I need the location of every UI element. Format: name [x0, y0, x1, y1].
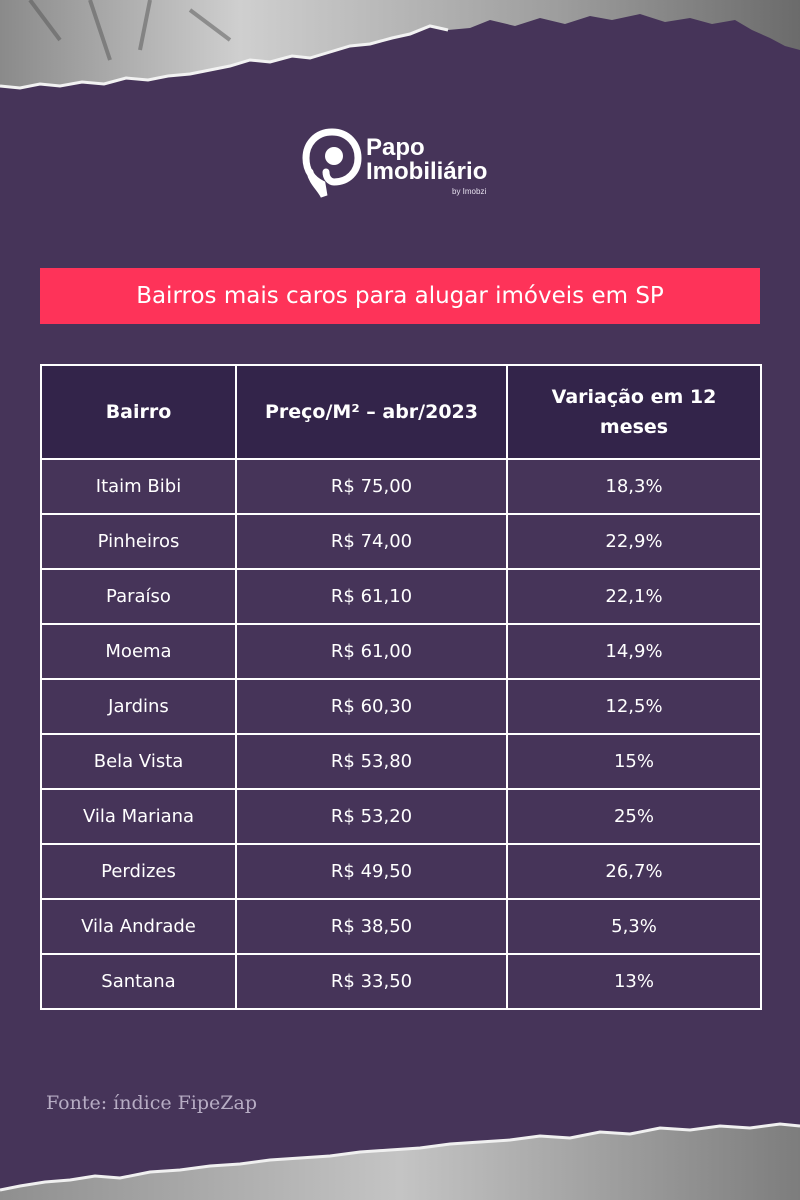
table-header-row: Bairro Preço/M² – abr/2023 Variação em 1… — [40, 364, 762, 460]
cell-preco: R$ 53,80 — [235, 733, 508, 790]
cell-preco: R$ 61,00 — [235, 623, 508, 680]
cell-bairro: Santana — [40, 953, 237, 1010]
table-row: Bela Vista R$ 53,80 15% — [40, 733, 762, 790]
cell-bairro: Bela Vista — [40, 733, 237, 790]
rent-price-table: Bairro Preço/M² – abr/2023 Variação em 1… — [40, 364, 762, 1010]
page-title: Bairros mais caros para alugar imóveis e… — [136, 283, 664, 309]
brand-name-line2: Imobiliário — [366, 158, 488, 185]
table-row: Pinheiros R$ 74,00 22,9% — [40, 513, 762, 570]
cell-bairro: Moema — [40, 623, 237, 680]
cell-variacao: 18,3% — [506, 458, 762, 515]
speech-bubble-logo-icon — [302, 128, 362, 198]
title-banner: Bairros mais caros para alugar imóveis e… — [40, 268, 760, 324]
cell-bairro: Pinheiros — [40, 513, 237, 570]
header-preco-m2: Preço/M² – abr/2023 — [235, 364, 508, 460]
table-row: Vila Mariana R$ 53,20 25% — [40, 788, 762, 845]
header-variacao: Variação em 12 meses — [506, 364, 762, 460]
table-row: Paraíso R$ 61,10 22,1% — [40, 568, 762, 625]
cell-variacao: 12,5% — [506, 678, 762, 735]
cell-bairro: Vila Andrade — [40, 898, 237, 955]
table-row: Perdizes R$ 49,50 26,7% — [40, 843, 762, 900]
cell-variacao: 22,1% — [506, 568, 762, 625]
table-row: Moema R$ 61,00 14,9% — [40, 623, 762, 680]
brand-name-line1: Papo — [366, 134, 425, 161]
cell-bairro: Jardins — [40, 678, 237, 735]
cell-variacao: 25% — [506, 788, 762, 845]
source-note: Fonte: índice FipeZap — [46, 1092, 257, 1114]
brand-logo: Papo Imobiliário by Imobzi — [302, 128, 522, 200]
cell-variacao: 13% — [506, 953, 762, 1010]
cell-bairro: Perdizes — [40, 843, 237, 900]
cell-bairro: Paraíso — [40, 568, 237, 625]
table-row: Santana R$ 33,50 13% — [40, 953, 762, 1010]
cell-preco: R$ 60,30 — [235, 678, 508, 735]
cell-preco: R$ 74,00 — [235, 513, 508, 570]
header-bairro: Bairro — [40, 364, 237, 460]
table-row: Jardins R$ 60,30 12,5% — [40, 678, 762, 735]
cell-preco: R$ 38,50 — [235, 898, 508, 955]
torn-paper-top-decoration — [0, 0, 800, 90]
brand-byline: by Imobzi — [452, 187, 487, 196]
brand-name: Papo Imobiliário — [366, 136, 487, 184]
cell-bairro: Itaim Bibi — [40, 458, 237, 515]
cell-bairro: Vila Mariana — [40, 788, 237, 845]
cell-variacao: 22,9% — [506, 513, 762, 570]
cell-variacao: 5,3% — [506, 898, 762, 955]
cell-variacao: 14,9% — [506, 623, 762, 680]
cell-preco: R$ 53,20 — [235, 788, 508, 845]
torn-paper-bottom-decoration — [0, 1122, 800, 1200]
cell-variacao: 15% — [506, 733, 762, 790]
table-row: Itaim Bibi R$ 75,00 18,3% — [40, 458, 762, 515]
cell-variacao: 26,7% — [506, 843, 762, 900]
cell-preco: R$ 33,50 — [235, 953, 508, 1010]
table-row: Vila Andrade R$ 38,50 5,3% — [40, 898, 762, 955]
cell-preco: R$ 61,10 — [235, 568, 508, 625]
cell-preco: R$ 75,00 — [235, 458, 508, 515]
cell-preco: R$ 49,50 — [235, 843, 508, 900]
